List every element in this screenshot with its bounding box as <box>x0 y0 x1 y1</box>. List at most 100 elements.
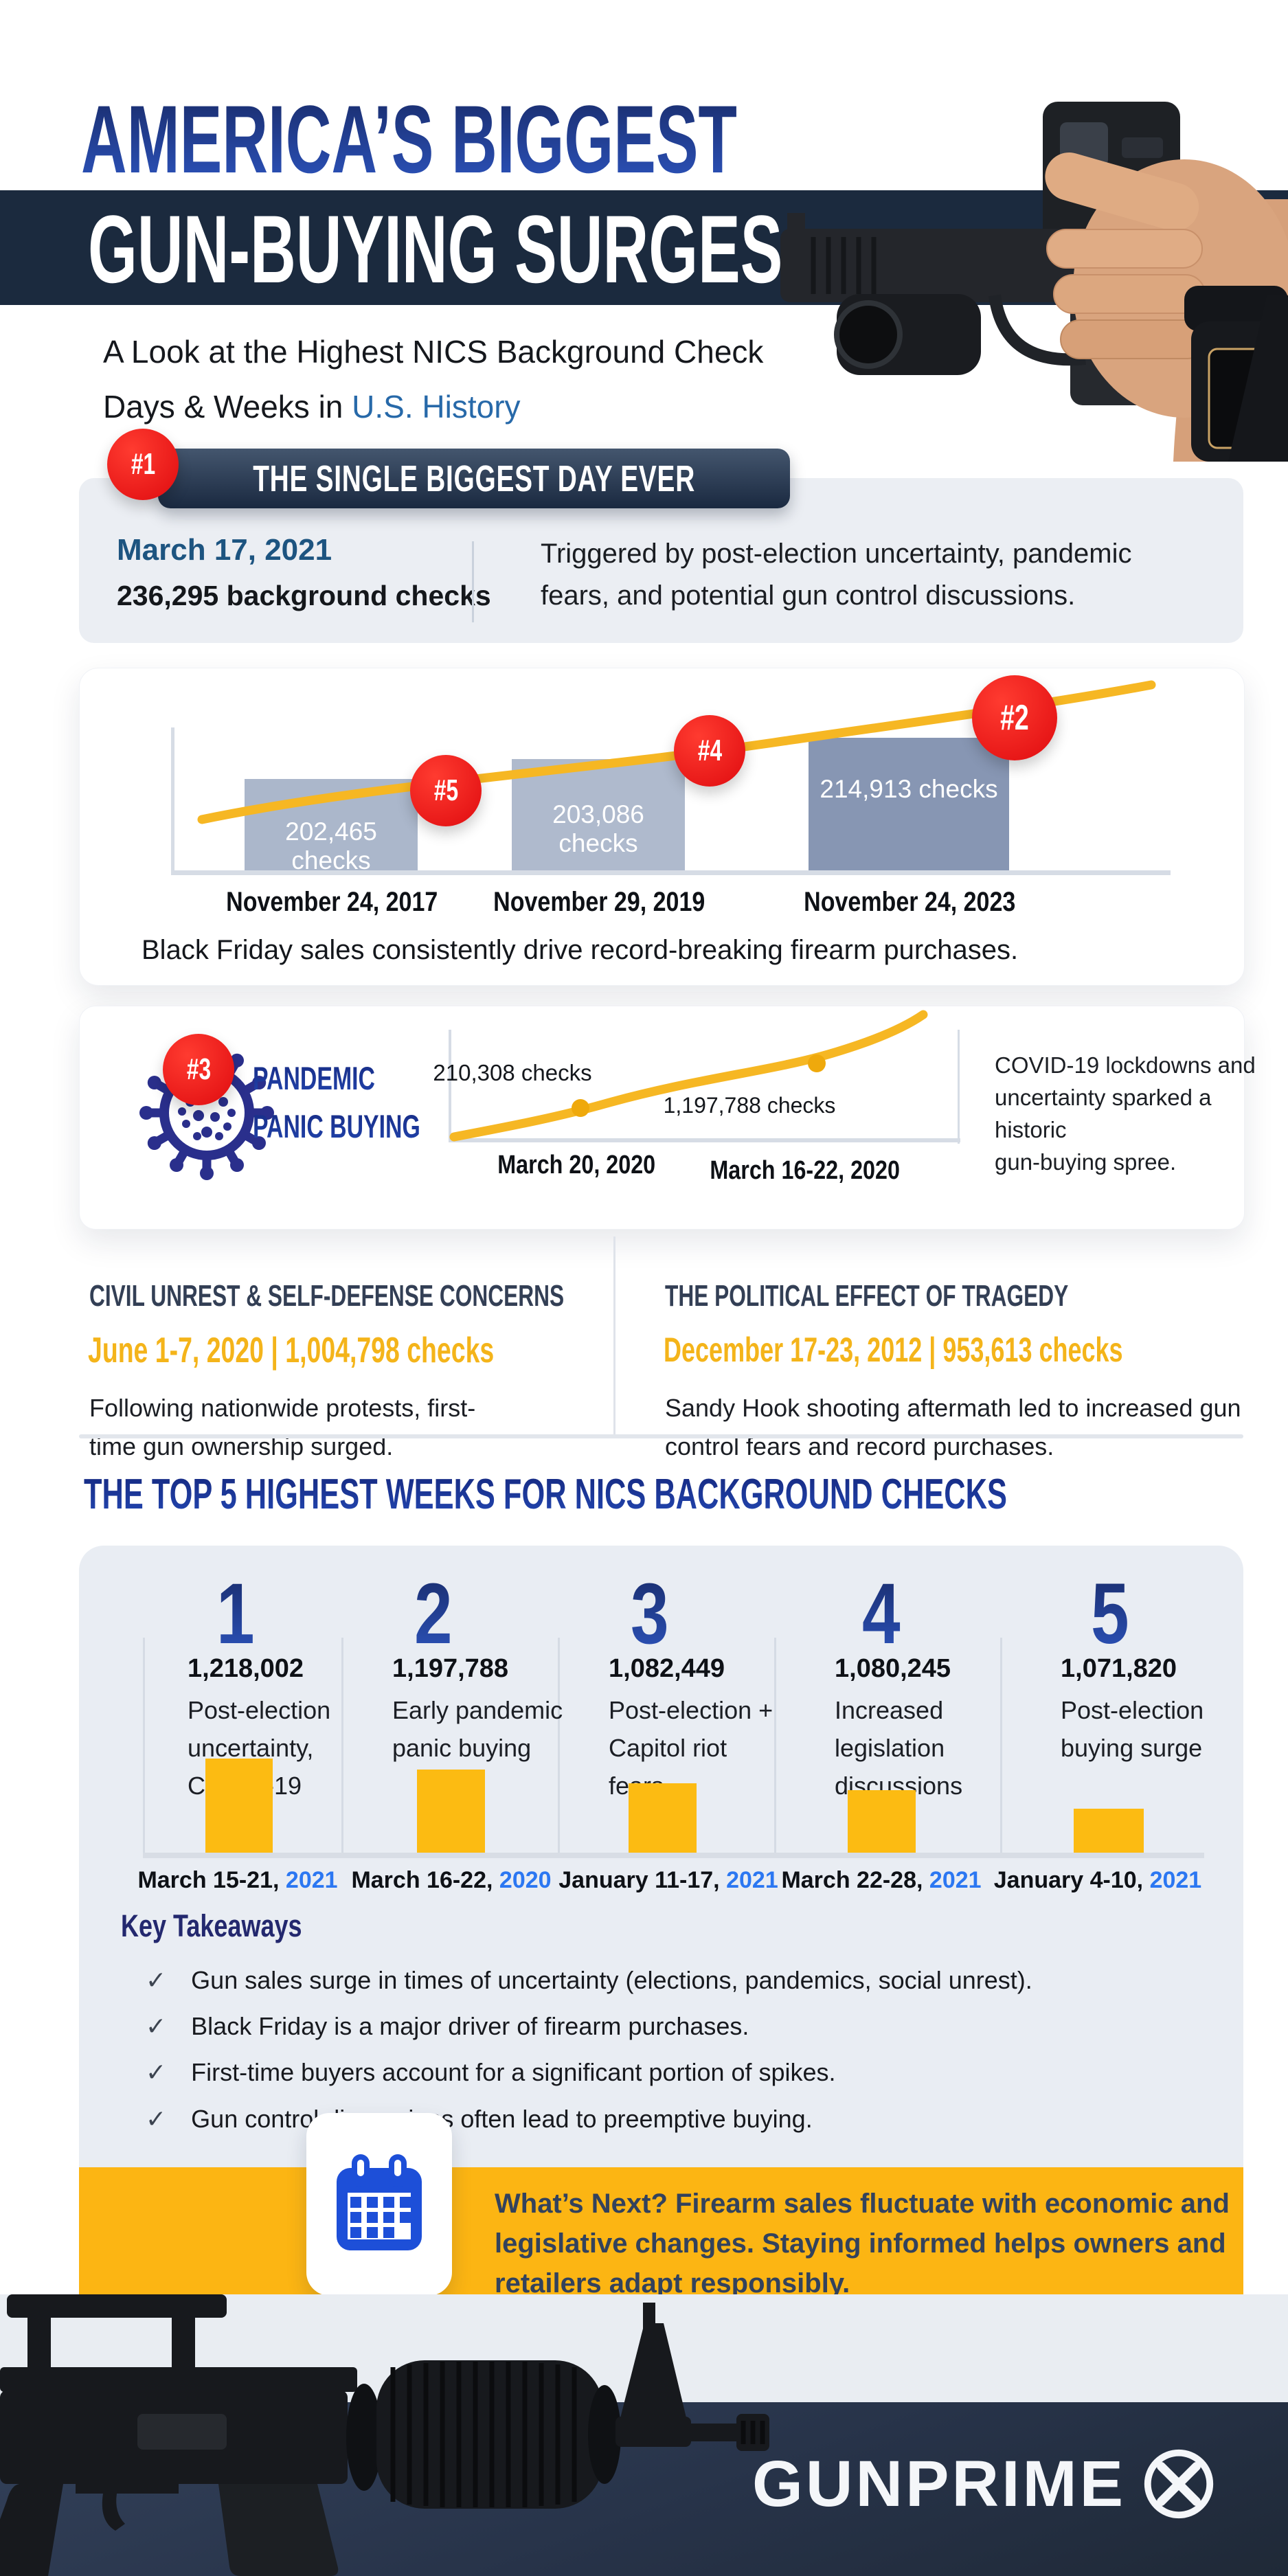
top5-card: 1 2 3 4 5 1,218,002 1,197,788 1,082,449 … <box>79 1546 1243 2167</box>
takeaway-item-2: ✓ Black Friday is a major driver of firea… <box>146 2012 749 2040</box>
top5-baseline <box>143 1853 1204 1858</box>
top5-col-divider-1 <box>143 1638 145 1853</box>
top5-value-1: 1,218,002 <box>188 1654 304 1683</box>
rank-badge-5: #5 <box>410 755 482 826</box>
scope-crosshair-icon <box>1144 2449 1214 2519</box>
rank-badge-3: #3 <box>163 1034 234 1105</box>
pistol-hero-image <box>780 102 1288 462</box>
key-takeaways-heading: Key Takeaways <box>121 1908 302 1943</box>
top5-value-2: 1,197,788 <box>392 1654 509 1683</box>
footer-logo[interactable]: GUNPRIME <box>752 2443 1219 2525</box>
subtitle-line1: A Look at the Highest NICS Background Ch… <box>103 334 764 370</box>
rank-badge-2: #2 <box>972 675 1057 760</box>
top5-col-divider-3 <box>558 1638 560 1853</box>
top5-rank-5: 5 <box>1091 1566 1129 1662</box>
single-day-divider <box>472 541 474 622</box>
whats-next-banner: What’s Next? Firearm sales fluctuate wit… <box>79 2167 1243 2298</box>
top5-bar-1 <box>205 1759 273 1853</box>
top5-heading: THE TOP 5 HIGHEST WEEKS FOR NICS BACKGRO… <box>84 1471 1007 1518</box>
top5-desc-3: Post-election + Capitol riot fears <box>609 1696 773 1800</box>
top5-date-2: March 16-22, 2020 <box>351 1867 552 1893</box>
pandemic-note: COVID-19 lockdowns and uncertainty spark… <box>995 1052 1256 1175</box>
bf-bar-2017-label: 202,465 checks <box>285 817 377 874</box>
bf-y-axis <box>171 727 174 873</box>
top5-date-4: March 22-28, 2021 <box>781 1867 982 1893</box>
bf-bar-2023: 214,913 checks <box>809 738 1009 870</box>
footer-logo-text: GUNPRIME <box>752 2448 1126 2520</box>
bf-bar-2019-label: 203,086 checks <box>552 800 644 857</box>
top5-desc-2: Early pandemic panic buying <box>392 1696 563 1762</box>
top5-value-5: 1,071,820 <box>1061 1654 1177 1683</box>
top5-desc-5: Post-election buying surge <box>1061 1696 1204 1762</box>
rank-badge-1: #1 <box>107 429 179 500</box>
bf-date-2017: November 24, 2017 <box>226 887 438 917</box>
single-day-stat: 236,295 background checks <box>117 580 491 611</box>
black-friday-card: 202,465 checks 203,086 checks 214,913 ch… <box>79 668 1245 986</box>
top5-bar-5 <box>1074 1809 1144 1853</box>
top5-value-3: 1,082,449 <box>609 1654 725 1683</box>
single-day-header-pill: THE SINGLE BIGGEST DAY EVER <box>158 449 790 508</box>
top5-bar-3 <box>629 1783 697 1853</box>
bf-caption: Black Friday sales consistently drive re… <box>142 935 1019 965</box>
civil-unrest-title: CIVIL UNREST & SELF-DEFENSE CONCERNS <box>89 1279 565 1313</box>
tragedy-stat: December 17-23, 2012 | 953,613 checks <box>664 1331 1123 1369</box>
top5-rank-4: 4 <box>862 1566 901 1662</box>
top5-col-divider-5 <box>1000 1638 1002 1853</box>
bf-date-2019: November 29, 2019 <box>493 887 705 917</box>
page-subtitle: A Look at the Highest NICS Background Ch… <box>103 324 893 434</box>
pandemic-card: #3 PANDEMIC PANIC BUYING 210,308 checks … <box>79 1006 1256 1230</box>
pandemic-note-divider <box>958 1030 960 1144</box>
single-day-title: THE SINGLE BIGGEST DAY EVER <box>253 457 695 499</box>
rifle-photo <box>0 2294 769 2576</box>
whats-next-text: What’s Next? Firearm sales fluctuate wit… <box>495 2189 1230 2298</box>
data-point-march-20 <box>572 1099 589 1117</box>
single-day-date: March 17, 2021 <box>117 533 332 567</box>
civil-unrest-stat: June 1-7, 2020 | 1,004,798 checks <box>88 1331 495 1370</box>
check-icon: ✓ <box>146 2058 167 2086</box>
pandemic-title: PANDEMIC PANIC BUYING <box>253 1054 486 1151</box>
subtitle-highlight: U.S. History <box>352 389 521 425</box>
top5-date-3: January 11-17, 2021 <box>558 1867 778 1893</box>
tragedy-title: THE POLITICAL EFFECT OF TRAGEDY <box>665 1279 1069 1313</box>
takeaway-item-4: ✓ Gun control discussions often lead to p… <box>146 2105 813 2133</box>
calendar-icon-box <box>306 2113 452 2296</box>
top5-date-1: March 15-21, 2021 <box>137 1867 338 1893</box>
single-day-description: Triggered by post-election uncertainty, … <box>541 539 1132 611</box>
check-icon: ✓ <box>146 1966 167 1994</box>
top5-date-5: January 4-10, 2021 <box>993 1867 1202 1893</box>
top5-rank-3: 3 <box>631 1566 669 1662</box>
takeaway-item-3: ✓ First-time buyers account for a signifi… <box>146 2058 836 2086</box>
bf-bar-2019: 203,086 checks <box>512 759 685 870</box>
rank-badge-4: #4 <box>674 715 745 787</box>
takeaway-item-1: ✓ Gun sales surge in times of uncertainty… <box>146 1966 1032 1994</box>
page-title-line2: GUN-BUYING SURGES <box>88 195 783 303</box>
pandemic-line-chart <box>449 1010 928 1142</box>
top5-rank-1: 1 <box>216 1566 255 1662</box>
pandemic-point1-label: 210,308 checks <box>433 1060 592 1085</box>
top5-col-divider-2 <box>341 1638 343 1853</box>
top5-value-4: 1,080,245 <box>835 1654 951 1683</box>
top5-rank-2: 2 <box>414 1566 453 1662</box>
top5-col-divider-4 <box>774 1638 776 1853</box>
check-icon: ✓ <box>146 2012 167 2040</box>
pandemic-date1: March 20, 2020 <box>497 1151 655 1179</box>
check-icon: ✓ <box>146 2105 167 2133</box>
civil-unrest-description: Following nationwide protests, first- ti… <box>89 1394 476 1460</box>
section-rule <box>79 1434 1243 1438</box>
pandemic-x-axis <box>449 1138 960 1142</box>
pandemic-point2-label: 1,197,788 checks <box>663 1093 836 1118</box>
top5-desc-4: Increased legislation discussions <box>835 1696 963 1800</box>
tragedy-description: Sandy Hook shooting aftermath led to inc… <box>665 1394 1241 1460</box>
bf-bar-2023-label: 214,913 checks <box>820 775 998 803</box>
page-title-line1: AMERICA’S BIGGEST <box>81 85 737 193</box>
bf-x-axis <box>171 870 1171 875</box>
top5-bar-2 <box>417 1770 485 1853</box>
top5-bar-4 <box>848 1790 916 1853</box>
bf-date-2023: November 24, 2023 <box>804 887 1016 917</box>
calendar-icon <box>337 2154 422 2250</box>
pandemic-date2: March 16-22, 2020 <box>710 1156 900 1185</box>
data-point-march-16-22 <box>808 1054 826 1072</box>
two-col-divider <box>613 1236 615 1436</box>
pandemic-y-axis <box>449 1030 451 1141</box>
